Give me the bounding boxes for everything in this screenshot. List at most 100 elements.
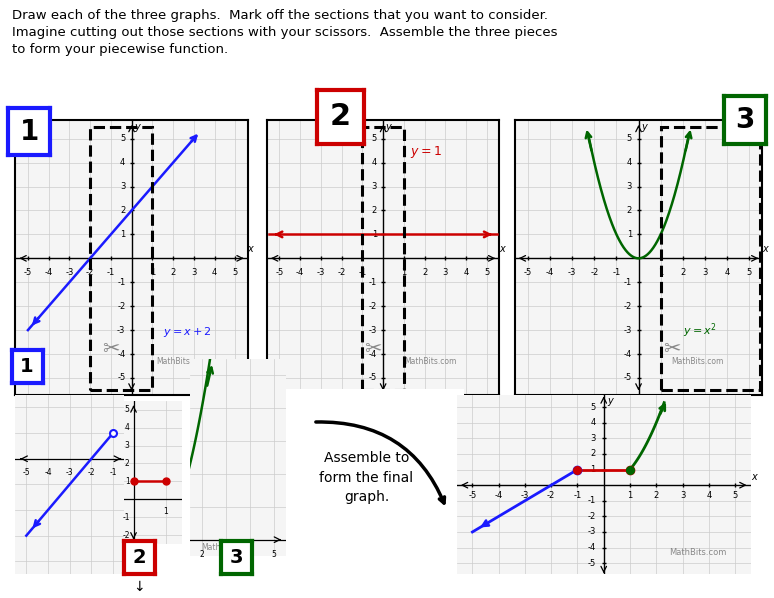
- Text: -2: -2: [587, 512, 596, 521]
- Text: 3: 3: [702, 268, 707, 277]
- Text: Draw each of the three graphs.  Mark off the sections that you want to consider.: Draw each of the three graphs. Mark off …: [12, 9, 557, 56]
- Text: -1: -1: [122, 512, 129, 522]
- Text: -4: -4: [368, 349, 377, 359]
- Text: 3: 3: [191, 268, 197, 277]
- Text: x: x: [499, 244, 505, 254]
- Text: 3: 3: [626, 182, 632, 191]
- Text: 2: 2: [591, 450, 596, 459]
- Text: 2: 2: [120, 206, 125, 215]
- Text: 3: 3: [443, 268, 448, 277]
- Text: -4: -4: [117, 349, 125, 359]
- Text: 1: 1: [372, 230, 377, 239]
- Text: -1: -1: [117, 277, 125, 287]
- Text: y: y: [641, 121, 647, 132]
- Text: ✂: ✂: [364, 339, 382, 359]
- Text: 1: 1: [149, 268, 155, 277]
- Text: 2: 2: [680, 268, 686, 277]
- Text: -2: -2: [624, 301, 632, 311]
- Text: -2: -2: [86, 268, 94, 277]
- Text: $y = x^2$: $y = x^2$: [683, 322, 717, 340]
- Text: -3: -3: [521, 492, 529, 501]
- Text: 4: 4: [212, 268, 217, 277]
- Text: 5: 5: [372, 134, 377, 144]
- Text: -4: -4: [45, 268, 53, 277]
- Text: 5: 5: [591, 402, 596, 411]
- Text: 4: 4: [372, 158, 377, 167]
- Text: -2: -2: [337, 268, 346, 277]
- Text: 2: 2: [372, 206, 377, 215]
- Text: -4: -4: [495, 492, 503, 501]
- Text: -4: -4: [624, 349, 632, 359]
- Text: 2: 2: [200, 550, 204, 559]
- Text: MathBits.com: MathBits.com: [672, 356, 724, 365]
- Text: MathBits.com: MathBits.com: [202, 542, 254, 551]
- Text: -5: -5: [276, 268, 283, 277]
- Text: 1: 1: [19, 118, 39, 145]
- Text: -2: -2: [117, 301, 125, 311]
- Text: 3: 3: [372, 182, 377, 191]
- Text: -4: -4: [44, 468, 52, 477]
- Text: MathBits.com: MathBits.com: [670, 548, 727, 557]
- Text: 4: 4: [248, 550, 252, 559]
- Text: 2: 2: [170, 268, 176, 277]
- Text: -5: -5: [117, 373, 125, 383]
- Text: -5: -5: [624, 373, 632, 383]
- Text: -3: -3: [368, 325, 377, 335]
- Text: x: x: [762, 244, 768, 254]
- Text: -3: -3: [65, 268, 74, 277]
- Text: -4: -4: [587, 543, 596, 552]
- Text: 4: 4: [464, 268, 469, 277]
- Text: 3: 3: [591, 434, 596, 443]
- Text: -1: -1: [358, 268, 367, 277]
- Bar: [362, 127, 404, 390]
- Text: -2: -2: [591, 268, 598, 277]
- Text: 1: 1: [401, 268, 406, 277]
- Text: -1: -1: [587, 496, 596, 505]
- Text: $y = 1$: $y = 1$: [410, 145, 442, 160]
- Text: x: x: [248, 244, 253, 254]
- Text: y: y: [385, 121, 392, 132]
- Text: y: y: [134, 121, 140, 132]
- Text: -3: -3: [587, 527, 596, 536]
- Text: -2: -2: [547, 492, 555, 501]
- Text: -5: -5: [22, 468, 30, 477]
- Text: -5: -5: [524, 268, 532, 277]
- Text: 5: 5: [233, 268, 238, 277]
- Text: 1: 1: [20, 357, 34, 376]
- Text: 1: 1: [627, 230, 632, 239]
- Text: 2: 2: [132, 548, 146, 567]
- Text: 2: 2: [627, 206, 632, 215]
- Text: -5: -5: [468, 492, 477, 501]
- Text: 3: 3: [224, 550, 228, 559]
- Text: -3: -3: [568, 268, 577, 277]
- Text: 1: 1: [591, 465, 596, 474]
- Text: ✂: ✂: [102, 339, 120, 359]
- Text: 1: 1: [120, 230, 125, 239]
- Text: 4: 4: [724, 268, 730, 277]
- Text: 4: 4: [120, 158, 125, 167]
- Text: 1: 1: [125, 477, 129, 486]
- Text: 1: 1: [163, 507, 168, 515]
- Text: -5: -5: [24, 268, 32, 277]
- Text: 2: 2: [653, 492, 659, 501]
- Text: -5: -5: [587, 559, 596, 568]
- Text: -1: -1: [107, 268, 115, 277]
- Text: 5: 5: [272, 550, 277, 559]
- Text: -1: -1: [109, 468, 117, 477]
- Text: 4: 4: [627, 158, 632, 167]
- Text: 3: 3: [120, 182, 125, 191]
- Text: -4: -4: [296, 268, 304, 277]
- Text: -2: -2: [122, 530, 129, 540]
- Text: $y = x + 2$: $y = x + 2$: [163, 325, 211, 339]
- Text: -3: -3: [117, 325, 125, 335]
- Text: -3: -3: [624, 325, 632, 335]
- Text: 5: 5: [732, 492, 738, 501]
- Text: 3: 3: [735, 106, 755, 133]
- Text: -4: -4: [546, 268, 554, 277]
- Text: -1: -1: [624, 277, 632, 287]
- Text: MathBits.com: MathBits.com: [156, 356, 209, 365]
- Text: -1: -1: [574, 492, 581, 501]
- Text: -5: -5: [368, 373, 377, 383]
- Text: y: y: [607, 396, 613, 406]
- Text: -3: -3: [66, 468, 74, 477]
